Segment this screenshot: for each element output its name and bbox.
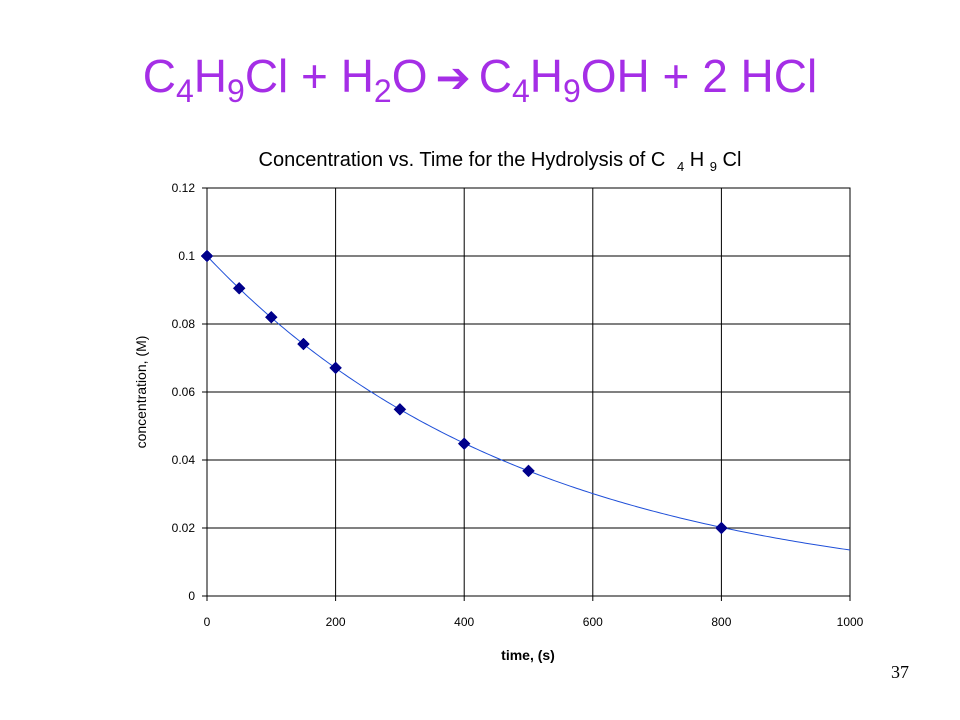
title-text-o: O	[391, 50, 428, 102]
gridlines	[206, 187, 851, 597]
y-tick-label: 0	[188, 589, 195, 603]
x-tick-label: 1000	[837, 615, 864, 629]
slide-number: 37	[891, 662, 909, 682]
title-sub-9-1: 9	[227, 73, 245, 109]
title-text-h-1: H	[193, 50, 228, 102]
axes	[202, 187, 851, 601]
title-text-c4-1: C	[142, 50, 176, 102]
data-point-diamond	[264, 310, 278, 324]
title-sub-2: 2	[373, 73, 392, 109]
title-text-oh-hcl: OH + 2 HCl	[580, 50, 818, 102]
x-tick-label: 400	[454, 615, 474, 629]
title-sub-4-1: 4	[176, 73, 194, 109]
y-tick-label: 0.12	[172, 181, 196, 195]
chart-title: Concentration vs. Time for the Hydrolysi…	[259, 149, 742, 176]
title-sub-4-2: 4	[511, 73, 530, 109]
data-point-diamond	[297, 337, 310, 351]
y-tick-label: 0.04	[172, 453, 196, 467]
data-point-diamond	[200, 249, 214, 263]
chart-title-sub-4: 4	[677, 159, 684, 174]
data-point-diamond	[232, 281, 246, 295]
x-tick-label: 600	[583, 615, 603, 629]
data-point-diamond	[522, 464, 535, 478]
chart-title-h: H	[690, 149, 704, 171]
chart-title-cl: Cl	[723, 149, 742, 171]
y-axis-label: concentration, (M)	[133, 336, 149, 449]
data-point-diamond	[393, 402, 407, 416]
data-points	[200, 249, 728, 535]
y-tick-label: 0.06	[172, 385, 196, 399]
title-sub-9-2: 9	[562, 73, 581, 109]
reaction-arrow-icon: ➔	[435, 53, 471, 102]
title-text-c4-2: C	[478, 50, 512, 102]
y-tick-label: 0.02	[172, 521, 196, 535]
y-tick-label: 0.1	[178, 249, 195, 263]
title-text-h-2: H	[529, 50, 563, 102]
chart-title-sub-9: 9	[710, 159, 717, 174]
x-tick-label: 0	[204, 615, 211, 629]
data-point-diamond	[715, 521, 728, 535]
data-point-diamond	[457, 437, 471, 451]
x-tick-label: 800	[711, 615, 731, 629]
slide-title: C4H9Cl + H2O ➔ C4H9OH + 2 HCl	[0, 46, 960, 108]
y-tick-label: 0.08	[172, 317, 196, 331]
title-text-cl-h: Cl + H	[244, 50, 374, 102]
data-point-diamond	[329, 361, 342, 375]
x-axis-label: time, (s)	[501, 647, 555, 663]
chart-title-main: Concentration vs. Time for the Hydrolysi…	[259, 149, 666, 171]
tick-labels: 0 0.02 0.04 0.06 0.08 0.1 0.12 0 200 400 600 800 100…	[172, 181, 864, 629]
x-tick-label: 200	[326, 615, 346, 629]
